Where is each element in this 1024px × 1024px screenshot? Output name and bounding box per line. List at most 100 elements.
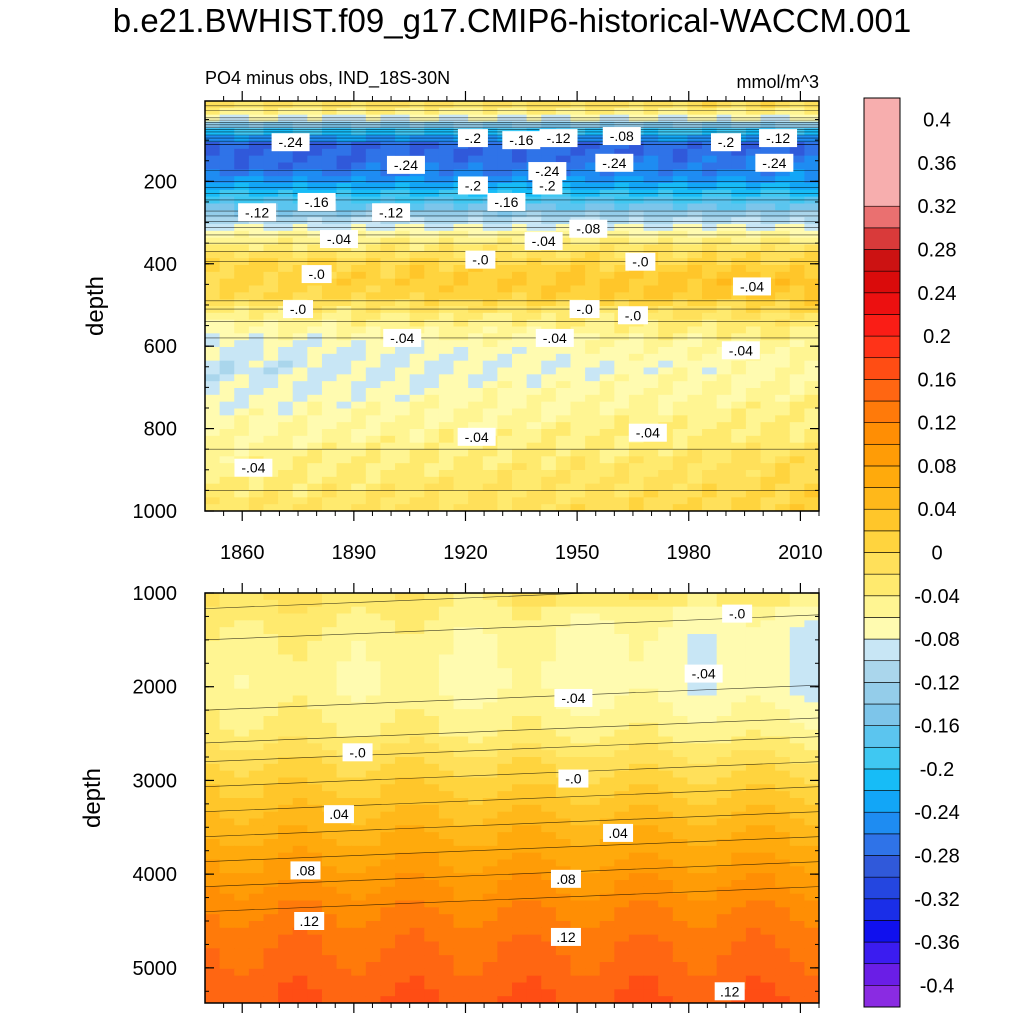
upper-field-cell [424, 210, 440, 218]
upper-field-cell [424, 388, 440, 396]
lower-field-cell [292, 791, 308, 799]
upper-field-cell [555, 265, 572, 273]
upper-field-cell [628, 210, 645, 218]
upper-field-cell [409, 353, 425, 362]
upper-field-cell [512, 422, 528, 430]
upper-field-cell [438, 244, 455, 252]
lower-field-cell [614, 770, 630, 779]
lower-field-cell [512, 722, 528, 731]
lower-field-cell [702, 709, 718, 717]
upper-field-cell [263, 476, 279, 485]
lower-field-cell [321, 845, 338, 854]
lower-field-cell [234, 709, 250, 717]
upper-field-cell [716, 285, 732, 293]
lower-field-cell [234, 634, 250, 642]
upper-field-cell [804, 142, 819, 150]
lower-field-cell [614, 845, 630, 854]
upper-field-cell [248, 353, 265, 362]
upper-field-cell [409, 319, 425, 328]
lower-field-cell [716, 593, 732, 601]
upper-field-cell [292, 435, 308, 444]
lower-field-cell [468, 702, 484, 710]
upper-field-cell [585, 470, 601, 478]
lower-field-cell [585, 839, 601, 847]
upper-field-cell [614, 442, 630, 451]
upper-field-cell [409, 203, 425, 211]
upper-field-cell [321, 353, 338, 362]
upper-field-cell [497, 429, 513, 437]
lower-field-cell [409, 640, 425, 649]
lower-field-cell [336, 873, 352, 881]
lower-field-cell [409, 620, 425, 628]
upper-field-cell [482, 340, 498, 348]
upper-field-cell [453, 148, 469, 157]
lower-field-cell [614, 900, 630, 908]
lower-field-cell [687, 736, 703, 744]
lower-field-cell [365, 681, 382, 690]
lower-field-cell [643, 873, 659, 881]
upper-field-cell [321, 422, 338, 430]
upper-field-cell [672, 504, 689, 511]
upper-field-cell [702, 237, 718, 246]
upper-field-cell [453, 456, 469, 464]
upper-field-cell [263, 429, 279, 437]
lower-field-cell [789, 668, 805, 676]
upper-field-cell [263, 388, 279, 396]
lower-field-cell [409, 859, 425, 867]
lower-field-cell [365, 818, 382, 826]
lower-field-cell [658, 654, 674, 662]
upper-field-cell [585, 422, 601, 430]
lower-field-cell [760, 941, 776, 949]
lower-field-cell [307, 839, 323, 847]
upper-field-cell [628, 353, 645, 362]
upper-field-cell [541, 435, 557, 444]
lower-field-cell [438, 599, 455, 608]
lower-field-cell [409, 880, 425, 888]
upper-field-cell [731, 442, 747, 451]
lower-field-cell [219, 668, 235, 676]
lower-field-cell [570, 859, 586, 867]
upper-field-cell [731, 429, 747, 437]
upper-field-cell [804, 367, 819, 375]
lower-field-cell [263, 709, 279, 717]
lower-field-cell [775, 620, 791, 628]
upper-field-cell [234, 265, 250, 273]
lower-field-cell [643, 839, 659, 847]
upper-field-cell [234, 114, 250, 123]
lower-field-cell [745, 729, 762, 738]
upper-field-cell [453, 442, 469, 451]
upper-field-cell [643, 456, 659, 464]
upper-field-cell [658, 326, 674, 334]
upper-field-cell [775, 470, 791, 478]
lower-field-cell [526, 757, 542, 765]
lower-field-cell [716, 661, 732, 669]
upper-field-cell [716, 476, 732, 485]
upper-field-cell [760, 353, 776, 362]
upper-field-cell [482, 183, 498, 191]
lower-field-cell [789, 845, 805, 854]
lower-field-cell [205, 661, 221, 669]
upper-field-cell [687, 101, 703, 109]
upper-field-cell [789, 155, 805, 164]
lower-field-cell [716, 647, 732, 656]
upper-field-cell [599, 230, 615, 239]
upper-field-cell [789, 306, 805, 314]
lower-field-cell [745, 880, 762, 888]
upper-field-cell [541, 196, 557, 205]
upper-field-cell [512, 401, 528, 410]
upper-field-cell [731, 388, 747, 396]
upper-field-cell [526, 442, 542, 451]
lower-field-cell [380, 675, 396, 683]
upper-field-cell [380, 394, 396, 403]
lower-field-cell [672, 593, 689, 601]
lower-field-cell [687, 620, 703, 628]
lower-field-cell [687, 770, 703, 779]
lower-field-cell [760, 681, 776, 690]
upper-field-cell [380, 292, 396, 300]
upper-field-cell [438, 442, 455, 451]
upper-field-cell [570, 278, 586, 287]
lower-field-cell [351, 634, 367, 642]
lower-field-cell [438, 606, 455, 615]
lower-field-cell [321, 681, 338, 690]
upper-field-cell [775, 353, 791, 362]
